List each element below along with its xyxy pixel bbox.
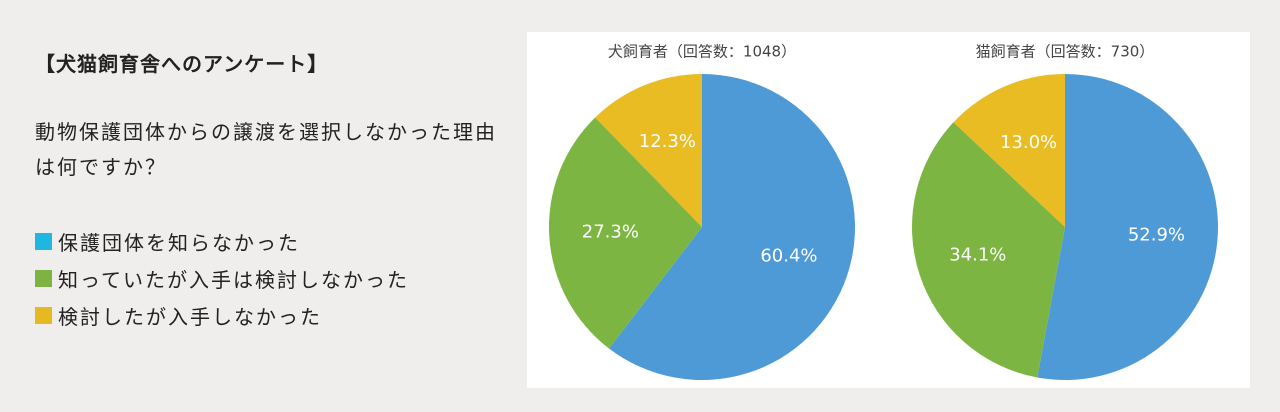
heading: 【犬猫飼育舎へのアンケート】 xyxy=(35,52,329,76)
legend-label: 検討したが入手しなかった xyxy=(58,305,322,329)
legend: 保護団体を知らなかった知っていたが入手は検討しなかった 検討したが入手しなかった xyxy=(35,223,515,334)
legend-swatch xyxy=(35,233,52,250)
legend-label: 保護団体を知らなかった xyxy=(58,231,300,255)
chart-title: 犬飼育者（回答数：1048） xyxy=(608,43,796,61)
value-label: 12.3% xyxy=(639,131,696,152)
pie-slice xyxy=(1037,74,1218,380)
chart-title: 猫飼育者（回答数：730） xyxy=(976,43,1155,61)
value-label: 13.0% xyxy=(1000,132,1057,153)
legend-item: 知っていたが入手は検討しなかった xyxy=(35,260,515,297)
pie-slice xyxy=(595,74,702,227)
value-label: 60.4% xyxy=(760,245,817,266)
text-panel: 【犬猫飼育舎へのアンケート】 動物保護団体からの譲渡を選択しなかった理由は何です… xyxy=(35,48,515,334)
legend-swatch xyxy=(35,307,52,324)
pie-slice xyxy=(608,74,855,380)
value-label: 27.3% xyxy=(582,221,639,242)
legend-label: 知っていたが入手は検討しなかった xyxy=(58,268,409,292)
pie-slice xyxy=(548,117,702,349)
question: 動物保護団体からの譲渡を選択しなかった理由は何ですか？ xyxy=(35,120,497,179)
value-label: 34.1% xyxy=(949,245,1006,266)
legend-swatch xyxy=(35,270,52,287)
legend-item: 検討したが入手しなかった xyxy=(35,297,515,334)
legend-item: 保護団体を知らなかった xyxy=(35,223,515,260)
value-label: 52.9% xyxy=(1128,224,1185,245)
pie-slice xyxy=(953,74,1065,227)
pie-slice xyxy=(912,122,1065,378)
